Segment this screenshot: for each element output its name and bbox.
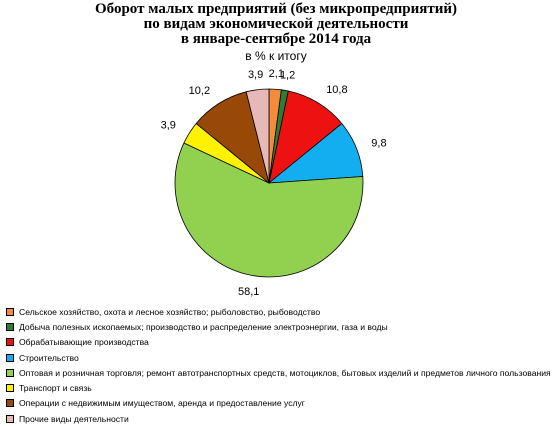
legend-item: Операции с недвижимым имуществом, аренда… bbox=[6, 396, 552, 411]
legend-item: Транспорт и связь bbox=[6, 380, 552, 395]
legend-swatch bbox=[6, 399, 14, 408]
legend-swatch bbox=[6, 353, 14, 362]
pie-labels: 2,11,2 10,8 9,8 58,1 3,9 10,2 3,9 bbox=[161, 68, 387, 298]
pie-data-label: 58,1 bbox=[238, 286, 259, 298]
legend-item: Оптовая и розничная торговля; ремонт авт… bbox=[6, 365, 552, 380]
legend-label: Операции с недвижимым имуществом, аренда… bbox=[19, 398, 305, 409]
legend-swatch bbox=[6, 414, 14, 423]
legend-label: Прочие виды деятельности bbox=[19, 413, 129, 424]
legend-item: Строительство bbox=[6, 350, 552, 365]
pie-data-label: 1,2 bbox=[280, 70, 295, 82]
legend-label: Добыча полезных ископаемых; производство… bbox=[19, 321, 388, 332]
pie-data-label: 10,2 bbox=[189, 85, 210, 97]
chart-title-line: Оборот малых предприятий (без микропредп… bbox=[94, 1, 458, 17]
pie-slice bbox=[245, 88, 270, 184]
legend-label: Оптовая и розничная торговля; ремонт авт… bbox=[19, 367, 551, 378]
legend-label: Строительство bbox=[19, 352, 79, 363]
legend-item: Сельское хозяйство, охота и лесное хозяй… bbox=[6, 304, 552, 319]
legend-swatch bbox=[6, 307, 14, 316]
pie-data-label: 3,9 bbox=[248, 69, 263, 81]
pie-slices bbox=[174, 88, 364, 278]
pie-data-label: 9,8 bbox=[371, 138, 386, 150]
pie-data-label: 10,8 bbox=[326, 84, 347, 96]
pie-chart: 2,11,2 10,8 9,8 58,1 3,9 10,2 3,9 bbox=[161, 68, 387, 298]
legend-swatch bbox=[6, 368, 14, 377]
pie-data-label: 2,1 bbox=[269, 68, 284, 80]
pie-data-label: 3,9 bbox=[161, 119, 176, 131]
legend-swatch bbox=[6, 322, 14, 331]
legend-item: Обрабатывающие производства bbox=[6, 335, 552, 350]
legend: Сельское хозяйство, охота и лесное хозяй… bbox=[6, 304, 552, 426]
chart-title-line: в январе-сентябре 2014 года bbox=[180, 31, 372, 47]
legend-item: Прочие виды деятельности bbox=[6, 411, 552, 426]
legend-item: Добыча полезных ископаемых; производство… bbox=[6, 319, 552, 334]
legend-label: Транспорт и связь bbox=[19, 383, 92, 394]
legend-swatch bbox=[6, 338, 14, 347]
chart-subtitle: в % к итогу bbox=[245, 49, 307, 63]
chart-title-line: по видам экономической деятельности bbox=[143, 16, 409, 32]
pie-slice bbox=[174, 142, 364, 278]
legend-label: Сельское хозяйство, охота и лесное хозяй… bbox=[19, 306, 321, 317]
legend-swatch bbox=[6, 384, 14, 393]
legend-label: Обрабатывающие производства bbox=[19, 337, 149, 348]
chart-title: Оборот малых предприятий (без микропредп… bbox=[0, 2, 552, 47]
